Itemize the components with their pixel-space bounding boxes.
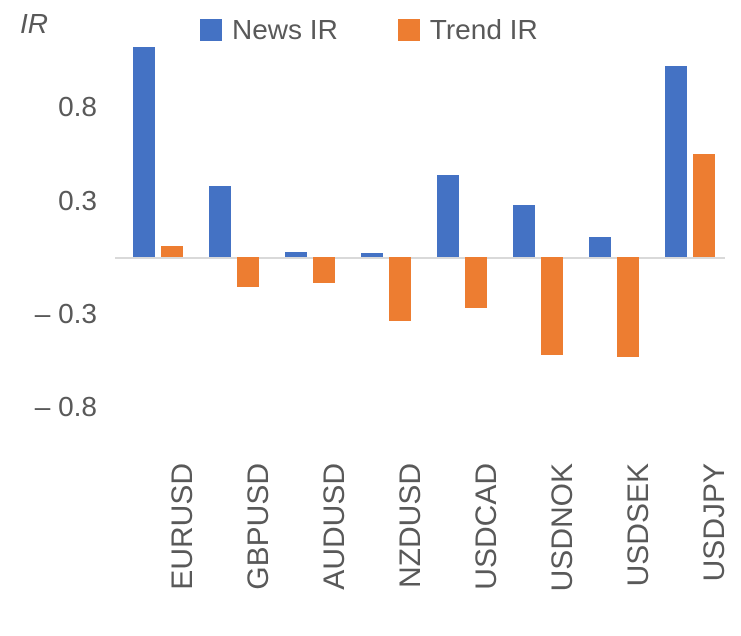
- bar-news-ir-usdnok: [513, 205, 535, 258]
- plot-area: 0.80.3– 0.3– 0.8EURUSDGBPUSDAUDUSDNZDUSD…: [115, 45, 725, 445]
- category-label: USDCAD: [470, 463, 504, 590]
- bar-news-ir-usdjpy: [665, 66, 687, 258]
- y-tick-label: 0.8: [58, 91, 97, 123]
- category-label: USDJPY: [698, 463, 732, 581]
- legend-label-trend: Trend IR: [430, 14, 538, 46]
- bar-trend-ir-usdjpy: [693, 154, 715, 257]
- ir-bar-chart: IR News IR Trend IR 0.80.3– 0.3– 0.8EURU…: [0, 0, 741, 636]
- y-axis-title: IR: [20, 8, 48, 40]
- bar-trend-ir-usdcad: [465, 257, 487, 308]
- bar-trend-ir-eurusd: [161, 246, 183, 257]
- bar-news-ir-nzdusd: [361, 253, 383, 257]
- legend-label-news: News IR: [232, 14, 338, 46]
- bar-trend-ir-usdnok: [541, 257, 563, 355]
- legend-item-news: News IR: [200, 14, 338, 46]
- y-tick-label: 0.3: [58, 185, 97, 217]
- legend-item-trend: Trend IR: [398, 14, 538, 46]
- y-tick-label: – 0.3: [35, 298, 97, 330]
- category-label: USDSEK: [622, 463, 656, 586]
- category-label: GBPUSD: [242, 463, 276, 590]
- category-label: USDNOK: [546, 463, 580, 591]
- legend-swatch-trend: [398, 19, 420, 41]
- bar-news-ir-eurusd: [133, 47, 155, 257]
- bar-trend-ir-audusd: [313, 257, 335, 283]
- bar-trend-ir-gbpusd: [237, 257, 259, 287]
- bar-news-ir-gbpusd: [209, 186, 231, 257]
- bar-news-ir-audusd: [285, 252, 307, 258]
- bar-trend-ir-usdsek: [617, 257, 639, 357]
- category-label: AUDUSD: [318, 463, 352, 590]
- legend-swatch-news: [200, 19, 222, 41]
- bar-trend-ir-nzdusd: [389, 257, 411, 321]
- bar-news-ir-usdsek: [589, 237, 611, 258]
- category-label: EURUSD: [166, 463, 200, 590]
- bar-news-ir-usdcad: [437, 175, 459, 258]
- y-tick-label: – 0.8: [35, 391, 97, 423]
- category-label: NZDUSD: [394, 463, 428, 588]
- legend: News IR Trend IR: [200, 14, 538, 46]
